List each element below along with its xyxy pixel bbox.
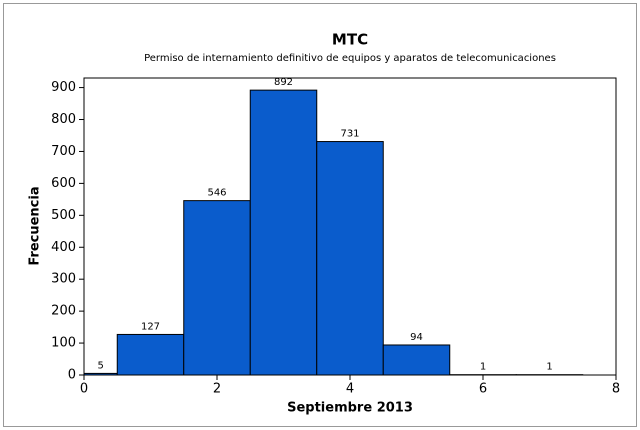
x-tick-label: 8 [612, 382, 620, 397]
data-label: 731 [340, 129, 359, 140]
data-label: 1 [480, 362, 486, 373]
bar [183, 200, 251, 375]
data-label: 892 [274, 77, 293, 88]
x-tick-label: 2 [213, 382, 221, 397]
bar [249, 89, 318, 375]
y-tick-label: 200 [51, 304, 76, 319]
x-tick-label: 0 [80, 382, 88, 397]
data-label: 127 [141, 321, 160, 332]
data-label: 5 [97, 360, 103, 371]
y-tick-label: 600 [51, 176, 76, 191]
x-tick-label: 6 [479, 382, 487, 397]
y-tick-label: 0 [68, 368, 76, 383]
y-tick-label: 700 [51, 144, 76, 159]
y-tick-label: 800 [51, 112, 76, 127]
y-tick-label: 300 [51, 272, 76, 287]
x-tick-label: 4 [346, 382, 354, 397]
bars [84, 89, 584, 375]
y-tick-label: 500 [51, 208, 76, 223]
y-tick-label: 100 [51, 336, 76, 351]
y-tick-label: 400 [51, 240, 76, 255]
y-axis-label: Frecuencia [28, 186, 43, 265]
y-tick-label: 900 [51, 80, 76, 95]
data-label: 94 [410, 332, 423, 343]
data-label: 1 [546, 362, 552, 373]
bar [116, 333, 185, 375]
bar [316, 141, 384, 375]
bar [382, 344, 451, 375]
chart-subtitle: Permiso de internamiento definitivo de e… [144, 53, 556, 64]
data-label: 546 [207, 188, 226, 199]
chart-title: MTC [332, 31, 368, 49]
x-axis-label: Septiembre 2013 [287, 401, 413, 416]
